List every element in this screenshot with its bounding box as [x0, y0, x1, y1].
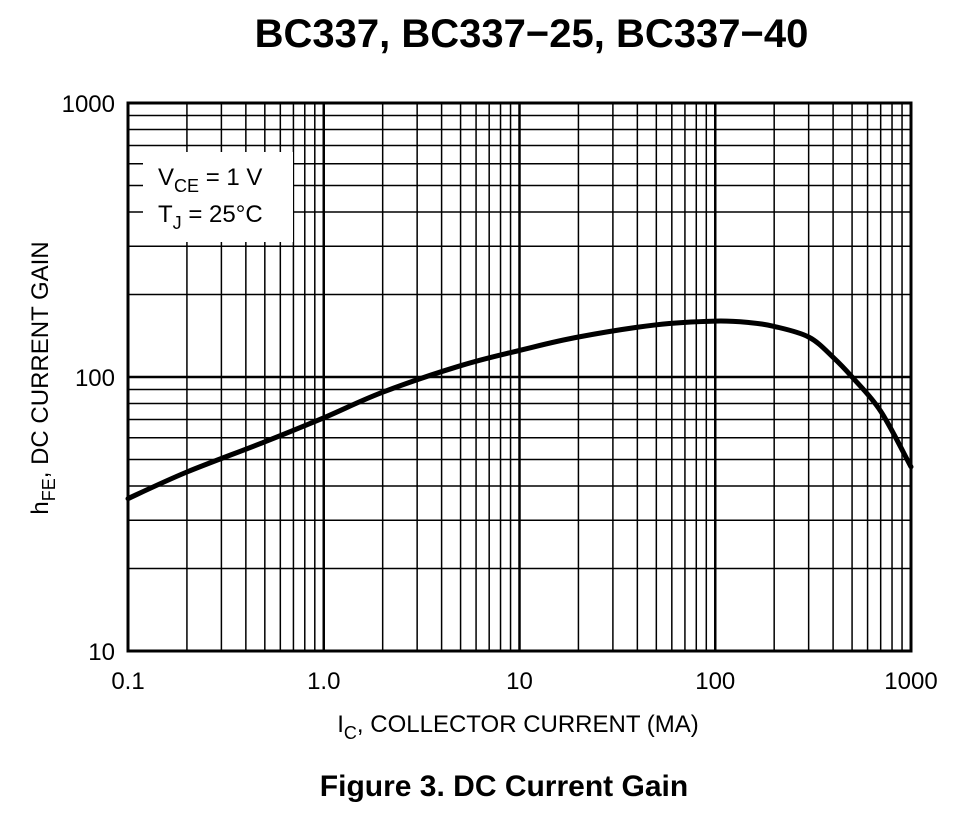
y-tick-label: 100	[75, 365, 115, 392]
plot-frame	[126, 101, 913, 653]
x-tick-label: 0.1	[111, 668, 144, 695]
x-tick-labels: 0.1 1.0 10 100 1000	[111, 668, 937, 695]
y-axis-label: hFE, DC CURRENT GAIN	[27, 241, 59, 514]
y-tick-label: 1000	[62, 91, 115, 118]
x-tick-label: 1.0	[307, 668, 340, 695]
conditions-box: VCE = 1 V TJ = 25°C	[143, 152, 293, 242]
page-title: BC337, BC337−25, BC337−40	[254, 12, 809, 56]
x-tick-label: 1000	[884, 668, 937, 695]
x-tick-label: 100	[695, 668, 735, 695]
x-tick-label: 10	[506, 668, 533, 695]
y-tick-labels: 10 100 1000	[62, 91, 115, 666]
y-tick-label: 10	[88, 639, 115, 666]
vce-condition: VCE = 1 V	[158, 164, 262, 196]
hfe-curve-0	[125, 318, 914, 502]
curves	[125, 318, 914, 502]
x-axis-label: IC, COLLECTOR CURRENT (MA)	[337, 711, 698, 743]
tj-condition: TJ = 25°C	[158, 201, 263, 233]
figure-caption: Figure 3. DC Current Gain	[319, 770, 689, 803]
